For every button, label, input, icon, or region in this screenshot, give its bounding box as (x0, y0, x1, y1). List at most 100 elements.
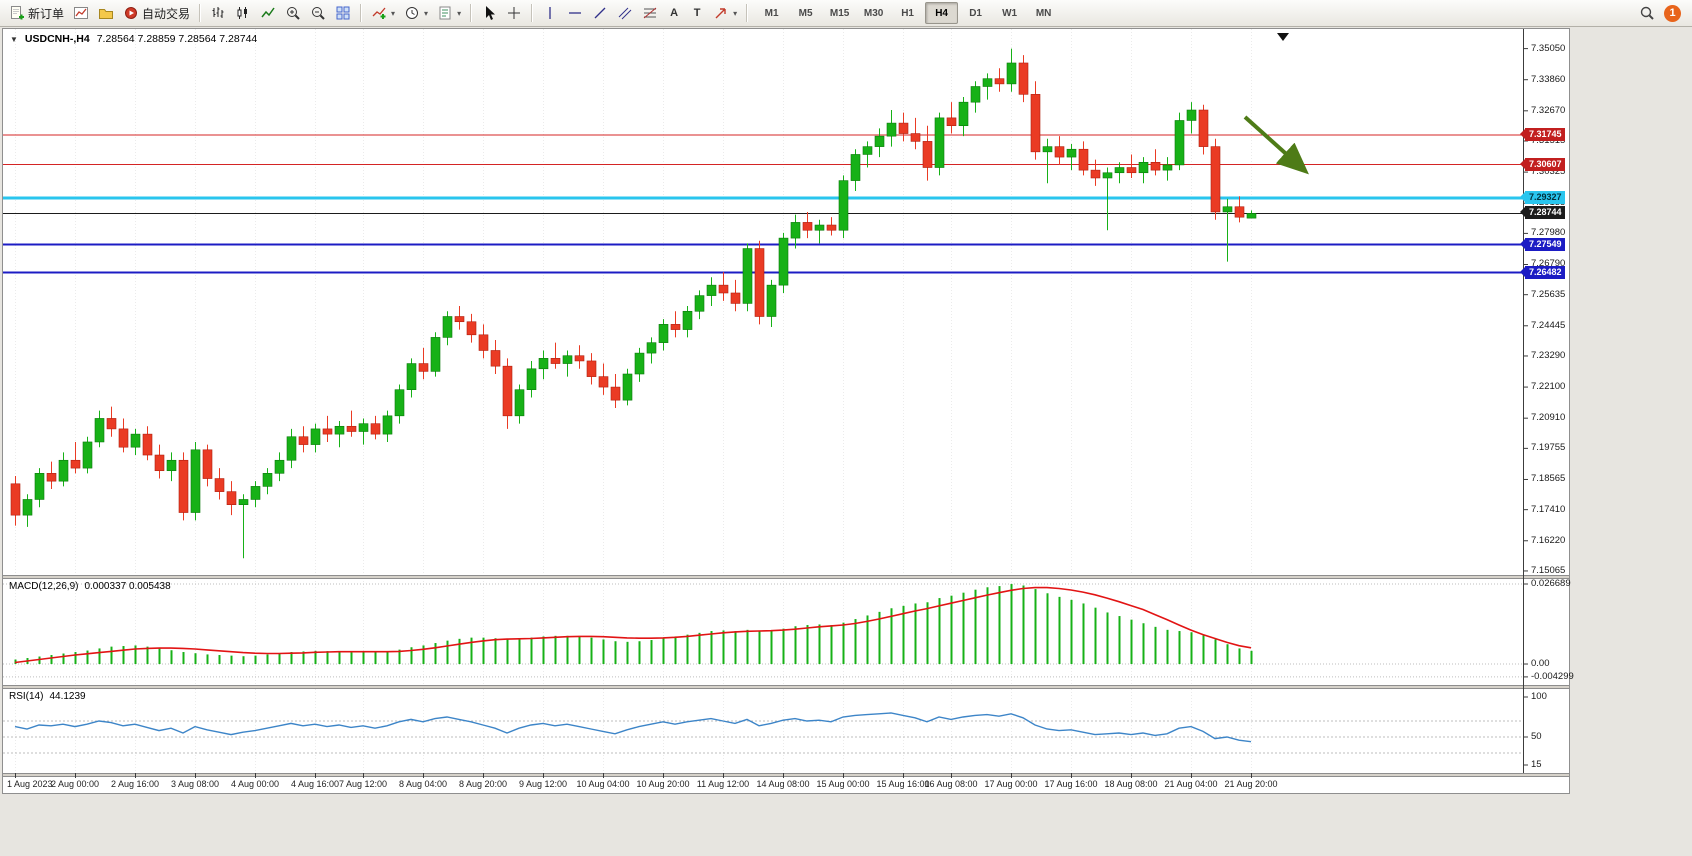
candlestick-chart-button[interactable] (231, 2, 255, 24)
text-button[interactable]: A (663, 2, 685, 24)
candle-body (526, 368, 537, 390)
tile-windows-icon (335, 5, 351, 21)
new-order-button[interactable]: 新订单 (5, 2, 68, 24)
candle-body (634, 352, 645, 375)
candle-body (670, 324, 681, 330)
chart-canvas[interactable] (3, 29, 1569, 793)
candle-body (382, 415, 393, 435)
trendline-button[interactable] (588, 2, 612, 24)
candle-body (658, 324, 669, 343)
candle-body (982, 78, 993, 87)
timeframe-M5[interactable]: M5 (798, 7, 813, 19)
candle-body (706, 284, 717, 296)
candle-body (406, 363, 417, 390)
horizontal-line-button[interactable] (563, 2, 587, 24)
templates-button[interactable]: ▾ (433, 2, 465, 24)
candle-body (10, 483, 21, 516)
text-label-button[interactable]: T (686, 2, 708, 24)
candle-body (106, 418, 117, 430)
candle-body (790, 222, 801, 239)
tile-windows-button[interactable] (331, 2, 355, 24)
panel-splitter[interactable] (3, 575, 1569, 579)
candle-body (214, 478, 225, 492)
candle-body (94, 418, 105, 443)
arrow-tool-icon (713, 5, 729, 21)
chart-shift-marker-icon[interactable] (1277, 33, 1289, 41)
crosshair-button[interactable] (502, 2, 526, 24)
candle-body (250, 486, 261, 500)
cursor-button[interactable] (477, 2, 501, 24)
indicators-button[interactable]: ▾ (367, 2, 399, 24)
candle-body (1102, 172, 1113, 179)
timeframe-M15[interactable]: M15 (829, 7, 850, 19)
candle-body (1138, 161, 1149, 174)
rsi-panel (3, 712, 1523, 754)
new-order-label: 新订单 (28, 6, 65, 21)
candle-body (370, 423, 381, 435)
candle-body (598, 376, 609, 388)
search-button[interactable] (1635, 2, 1659, 24)
candle-body (1150, 161, 1161, 171)
zoom-in-button[interactable] (281, 2, 305, 24)
candle-body (142, 433, 153, 456)
timeframe-D1[interactable]: D1 (969, 7, 982, 19)
timeframe-M1[interactable]: M1 (764, 7, 779, 19)
new-chart-button[interactable] (69, 2, 93, 24)
candle-body (1126, 167, 1137, 174)
separator (746, 4, 749, 22)
candles (10, 48, 1257, 559)
equidistant-channel-button[interactable] (613, 2, 637, 24)
candle-body (946, 117, 957, 127)
candle-body (190, 449, 201, 513)
candlestick-icon (235, 5, 251, 21)
horizontal-line-icon (567, 5, 583, 21)
notification-badge[interactable]: 1 (1664, 4, 1681, 22)
folder-icon (98, 5, 114, 21)
candle-body (118, 428, 129, 448)
candle-body (346, 425, 357, 432)
candle-body (994, 78, 1005, 85)
arrows-button[interactable]: ▾ (709, 2, 741, 24)
candle-body (466, 321, 477, 336)
candle-body (862, 146, 873, 155)
candle-body (802, 222, 813, 231)
candle-body (334, 425, 345, 435)
zoom-out-button[interactable] (306, 2, 330, 24)
candle-body (1186, 109, 1197, 121)
timeframe-MN[interactable]: MN (1035, 7, 1052, 19)
line-chart-button[interactable] (256, 2, 280, 24)
panel-splitter[interactable] (3, 773, 1569, 777)
chart-window[interactable]: ▼ USDCNH-,H4 7.28564 7.28859 7.28564 7.2… (2, 28, 1574, 794)
timeframe-M30[interactable]: M30 (863, 7, 884, 19)
timeframe-W1[interactable]: W1 (1002, 7, 1018, 19)
candle-body (298, 436, 309, 445)
auto-trading-button[interactable]: 自动交易 (119, 2, 194, 24)
candle-body (166, 459, 177, 472)
bar-chart-button[interactable] (206, 2, 230, 24)
profiles-button[interactable] (94, 2, 118, 24)
bar-chart-icon (210, 5, 226, 21)
candle-body (910, 133, 921, 142)
candle-body (1222, 206, 1233, 213)
fibonacci-button[interactable] (638, 2, 662, 24)
candle-body (970, 86, 981, 103)
timeframe-H1[interactable]: H1 (901, 7, 914, 19)
candle-body (226, 491, 237, 505)
candle-body (886, 122, 897, 137)
candle-body (1042, 146, 1053, 153)
candle-body (1246, 213, 1257, 219)
arrow-annotation[interactable] (1243, 115, 1309, 175)
candle-body (1114, 167, 1125, 174)
periods-button[interactable]: ▾ (400, 2, 432, 24)
candle-body (358, 423, 369, 432)
timeframe-H4[interactable]: H4 (925, 2, 959, 24)
candle-body (682, 310, 693, 330)
panel-splitter[interactable] (3, 685, 1569, 689)
candle-body (70, 459, 81, 469)
new-order-icon (9, 5, 25, 21)
chart-window-icon (73, 5, 89, 21)
candle-body (934, 117, 945, 168)
candle-body (442, 316, 453, 338)
candle-body (238, 499, 249, 505)
vertical-line-button[interactable] (538, 2, 562, 24)
